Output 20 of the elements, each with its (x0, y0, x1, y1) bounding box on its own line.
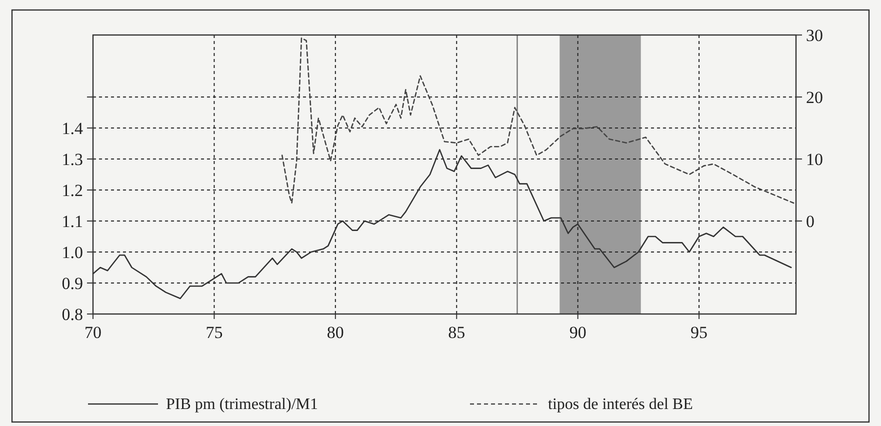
y2-tick-label: 20 (806, 88, 823, 107)
y-tick-label: 1.2 (62, 180, 83, 200)
legend-label: tipos de interés del BE (548, 396, 693, 413)
y2-tick-label: 10 (806, 150, 823, 169)
y-tick-label: 0.9 (62, 274, 83, 293)
y-tick-label: 0.8 (62, 304, 83, 324)
x-tick-label: 75 (206, 323, 223, 342)
x-tick-label: 70 (84, 323, 102, 342)
y-tick-label: 1.4 (62, 118, 84, 138)
y2-tick-label: 0 (806, 212, 814, 231)
y-tick-label: 1.3 (62, 150, 83, 169)
y-tick-label: 1.1 (62, 212, 83, 231)
x-tick-label: 95 (690, 323, 708, 342)
x-tick-label: 85 (448, 323, 466, 342)
x-tick-label: 80 (326, 323, 344, 342)
legend-label: PIB pm (trimestral)/M1 (166, 396, 318, 413)
y-tick-label: 1.0 (62, 242, 83, 262)
y2-tick-label: 30 (806, 26, 823, 45)
x-tick-label: 90 (569, 323, 586, 342)
line-series (281, 37, 794, 204)
